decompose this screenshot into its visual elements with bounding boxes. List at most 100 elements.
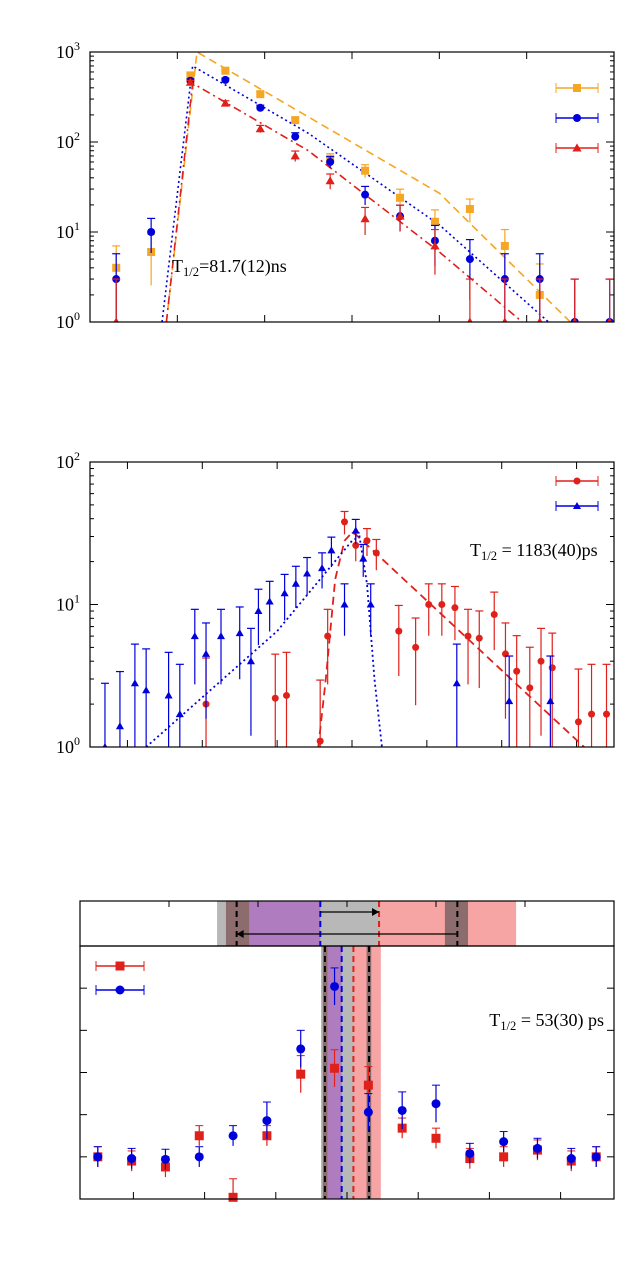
data-point-Anti-Delayed: [499, 1137, 509, 1147]
half-life-annotation-a: T1/2=81.7(12)ns: [172, 256, 287, 279]
y-tick-label-a-base: 10: [56, 132, 74, 152]
data-point-Anti-Delayed: [340, 600, 349, 608]
data-point-Anti-Delayed: [246, 657, 255, 665]
half-life-annotation-c-part-2: = 53(30) ps: [516, 1010, 604, 1031]
data-point-Delayed: [194, 1131, 204, 1141]
data-point-Anti-Delayed: [359, 554, 368, 562]
y-tick-label-a-base: 10: [56, 42, 74, 62]
data-point-Delayed: [438, 601, 446, 608]
data-point-Anti-Delayed: [566, 1154, 576, 1164]
data-point-Anti-Delayed: [127, 1154, 137, 1164]
data-point-Delayed: [330, 1063, 340, 1073]
data-point-Anti-Delayed: [351, 526, 360, 534]
data-point-347-keV: [147, 228, 156, 236]
data-point-726-keV: [467, 317, 473, 322]
data-point-726-keV: [607, 317, 613, 322]
data-point-Delayed: [228, 1192, 238, 1202]
data-point-Anti-Delayed: [235, 629, 244, 637]
data-point-726-keV: [185, 77, 196, 86]
data-point-174-keV: [500, 241, 509, 250]
data-point-Anti-Delayed: [327, 546, 336, 554]
data-point-Anti-Delayed: [216, 632, 226, 640]
y-tick-label-a-base: 10: [56, 222, 74, 242]
data-point-Anti-Delayed: [303, 569, 312, 577]
data-point-726-keV: [255, 124, 265, 133]
data-point-726-keV: [113, 317, 119, 322]
y-tick-label-b-exp: 0: [74, 734, 80, 748]
legend-marker-347-keV: [573, 114, 581, 122]
fit-curve-b-0: [317, 531, 585, 747]
fit-curve-a-0: [165, 52, 571, 322]
data-point-Delayed: [324, 632, 332, 640]
legend-marker-Anti-Delayed: [572, 501, 582, 510]
data-point-Anti-Delayed: [160, 1154, 170, 1164]
plot-area-a: [112, 52, 614, 322]
data-point-174-keV: [186, 71, 195, 80]
legend-marker-Delayed: [573, 477, 581, 485]
y-tick-label-a-exp: 3: [74, 39, 80, 53]
half-life-annotation-c: T1/2 = 53(30) ps: [489, 1010, 604, 1033]
data-point-347-keV: [465, 255, 474, 264]
plot-frame-a: [89, 51, 615, 323]
data-point-Delayed: [451, 604, 459, 612]
data-point-726-keV: [537, 317, 543, 322]
data-point-Anti-Delayed: [452, 679, 461, 687]
data-point-174-keV: [430, 217, 439, 226]
data-point-Anti-Delayed: [202, 649, 211, 657]
data-point-Delayed: [603, 710, 611, 718]
fit-curve-b-1: [145, 535, 383, 747]
data-point-Delayed: [499, 1152, 509, 1162]
data-point-Delayed: [412, 643, 420, 651]
data-point-Delayed: [513, 667, 521, 675]
half-life-annotation-b-part-0: T: [470, 540, 481, 560]
data-point-Anti-Delayed: [330, 981, 340, 991]
data-point-Delayed: [341, 518, 349, 526]
arrow-c-head: [236, 930, 244, 938]
data-point-Anti-Delayed: [465, 1148, 475, 1158]
data-point-Delayed: [363, 1080, 373, 1090]
data-point-726-keV: [325, 176, 335, 185]
data-point-Anti-Delayed: [291, 579, 300, 587]
data-point-726-keV: [290, 151, 300, 160]
y-tick-label-b-base: 10: [56, 595, 74, 615]
data-point-Anti-Delayed: [194, 1152, 204, 1162]
y-tick-label-a: 101: [56, 219, 80, 242]
fit-curve-a-2: [165, 81, 523, 322]
data-point-347-keV: [256, 103, 265, 112]
legend-marker-174-keV: [573, 84, 581, 92]
data-point-Delayed: [431, 1133, 441, 1143]
data-point-726-keV: [430, 241, 440, 250]
half-life-annotation-b-part-1: 1/2: [481, 549, 497, 563]
panel-c: T1/2 = 53(30) ps: [79, 900, 615, 1202]
legend-marker-Delayed: [115, 961, 125, 971]
data-point-726-keV: [572, 317, 578, 322]
data-point-Anti-Delayed: [591, 1152, 601, 1162]
data-point-Anti-Delayed: [142, 686, 151, 694]
y-tick-label-a-exp: 2: [74, 129, 80, 143]
data-point-726-keV: [502, 317, 508, 322]
data-point-Delayed: [526, 684, 534, 692]
data-point-Delayed: [574, 718, 582, 726]
data-point-Anti-Delayed: [102, 742, 108, 747]
data-point-Anti-Delayed: [262, 1116, 272, 1126]
data-point-174-keV: [221, 66, 230, 75]
data-point-Anti-Delayed: [130, 679, 139, 687]
data-point-Anti-Delayed: [318, 564, 327, 572]
data-point-347-keV: [291, 132, 300, 141]
data-point-Anti-Delayed: [397, 1105, 407, 1115]
data-point-Delayed: [464, 632, 472, 640]
y-tick-label-b-exp: 2: [74, 449, 80, 463]
data-point-Anti-Delayed: [115, 722, 124, 730]
half-life-annotation-c-part-1: 1/2: [500, 1019, 516, 1033]
data-point-Anti-Delayed: [265, 597, 274, 605]
data-point-Delayed: [271, 694, 279, 702]
half-life-annotation-b: T1/2 = 1183(40)ps: [470, 540, 598, 563]
y-tick-label-b-base: 10: [56, 737, 74, 757]
y-tick-label-b-base: 10: [56, 452, 74, 472]
data-point-Anti-Delayed: [296, 1044, 306, 1054]
data-point-347-keV: [361, 190, 370, 199]
data-point-Delayed: [395, 627, 403, 635]
half-life-annotation-a-part-1: 1/2: [183, 265, 199, 279]
data-point-174-keV: [361, 166, 370, 175]
